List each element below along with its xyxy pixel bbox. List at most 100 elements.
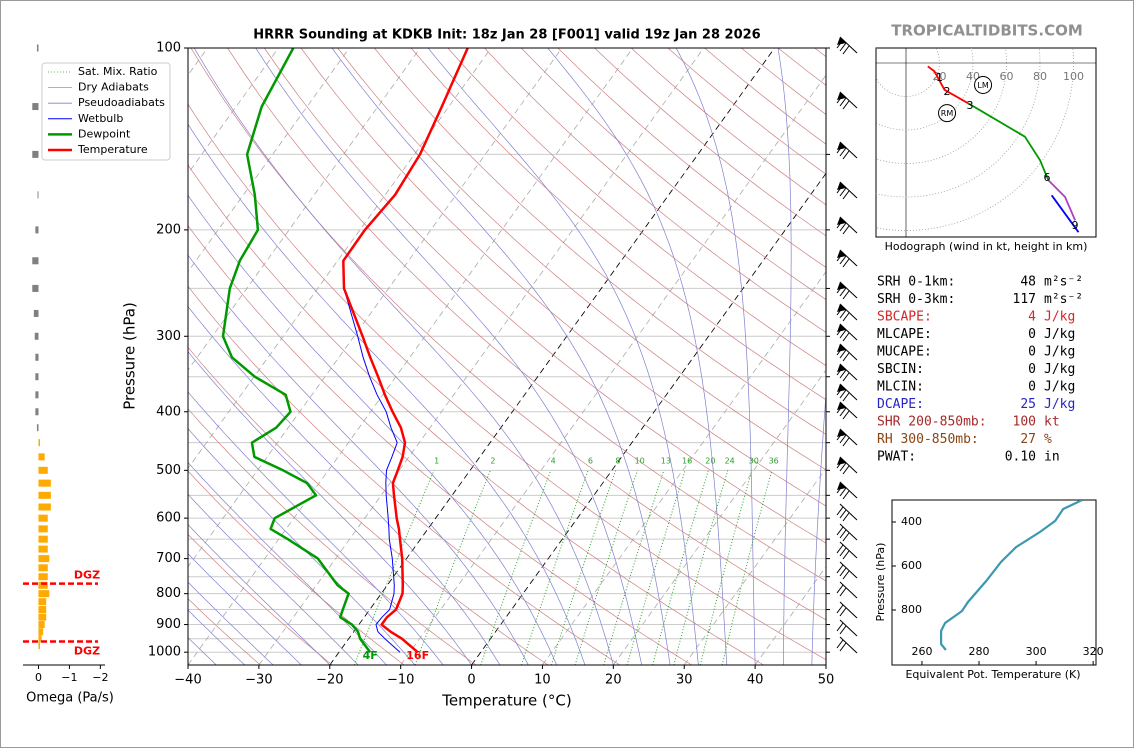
barb-feather (836, 366, 844, 376)
barb-staff (839, 541, 858, 559)
barb-feather (839, 434, 847, 444)
pseudoadiabat (188, 553, 302, 665)
stat-unit: J/kg (1044, 345, 1075, 360)
hodo-ring (876, 48, 940, 97)
stat-unit: % (1044, 432, 1052, 447)
y-tick-label: 400 (156, 404, 181, 419)
barb-feather (842, 258, 850, 268)
wind-barb (836, 503, 858, 522)
stat-label: MLCIN: (877, 380, 924, 395)
barb-feather (842, 290, 850, 300)
dry-adiabat (188, 285, 621, 665)
stat-value: 4 (1028, 310, 1036, 325)
barb-staff (839, 181, 858, 199)
barb-feather (839, 607, 847, 617)
barb-staff (839, 249, 858, 267)
barb-feather (839, 389, 847, 399)
omega-bar (35, 353, 39, 361)
mixing-ratio-line (626, 470, 686, 665)
barb-feather (839, 329, 847, 339)
y-tick-label: 800 (901, 603, 922, 616)
pseudoadiabat (427, 48, 699, 665)
stat-label: SRH 0-3km: (877, 292, 955, 307)
profile-line (343, 288, 401, 653)
stat-value: 0 (1028, 362, 1036, 377)
isotherm (188, 48, 563, 568)
isotherm (188, 48, 350, 273)
y-tick-label: 500 (156, 463, 181, 478)
barb-flag (837, 344, 846, 352)
omega-bar (38, 642, 41, 650)
y-tick-label: 800 (156, 586, 181, 601)
wind-barb (836, 619, 858, 637)
barb-flag (837, 250, 846, 258)
barb-feather (842, 150, 850, 160)
omega-axis-label: Omega (Pa/s) (26, 691, 114, 706)
stat-label: SBCAPE: (877, 310, 932, 325)
barb-feather (842, 570, 850, 580)
stat-label: SBCIN: (877, 362, 924, 377)
omega-bar (37, 191, 39, 199)
barb-feather (842, 225, 850, 235)
barb-feather (839, 369, 847, 379)
wind-barb (836, 141, 858, 160)
x-tick-label: −1 (61, 671, 77, 684)
x-tick-label: 20 (605, 673, 622, 688)
isotherm (400, 74, 826, 665)
dry-adiabat (264, 48, 826, 544)
hodo-ring (876, 48, 1041, 198)
height-label: 2 (944, 85, 951, 98)
barb-staff (839, 303, 858, 321)
x-tick-label: 320 (1083, 645, 1104, 658)
wind-barb (836, 428, 858, 447)
plot-frame (187, 47, 827, 666)
dry-adiabat (447, 48, 826, 367)
x-tick-label: 50 (818, 673, 835, 688)
omega-bar (38, 466, 48, 474)
height-label: 1 (936, 71, 943, 84)
barb-feather (839, 287, 847, 297)
omega-bar (38, 628, 44, 636)
pseudoadiabat (331, 48, 671, 665)
dry-adiabat (188, 103, 826, 661)
omega-bar (38, 555, 50, 563)
stat-label: MLCAPE: (877, 327, 932, 342)
barb-flag (837, 142, 846, 150)
barb-feather (836, 252, 844, 262)
barb-feather (836, 39, 844, 49)
storm-motion-marker (974, 75, 993, 94)
dry-adiabat (374, 48, 826, 435)
stat-unit: J/kg (1044, 310, 1075, 325)
barb-feather (839, 147, 847, 157)
pseudoadiabat (547, 48, 728, 665)
barb-feather (839, 222, 847, 232)
legend-label: Dry Adiabats (78, 81, 149, 94)
stat-value: 25 (1020, 397, 1036, 412)
dry-adiabat (188, 533, 333, 665)
pseudoadiabat (675, 48, 756, 665)
mixing-ratio-line (520, 470, 589, 665)
barb-feather (836, 459, 844, 469)
barb-flag (837, 182, 846, 190)
pseudoadiabat (777, 48, 792, 665)
omega-bar (38, 606, 47, 614)
barb-staff (839, 636, 858, 654)
x-tick-label: −20 (316, 673, 343, 688)
barb-feather (842, 550, 850, 560)
isotherm (188, 48, 634, 665)
mixing-ratio-line (353, 470, 435, 665)
stat-label: DCAPE: (877, 397, 924, 412)
mixing-ratio-label: 24 (725, 456, 735, 465)
mixing-ratio-label: 10 (635, 456, 645, 465)
omega-bar (32, 150, 39, 158)
barb-feather (836, 564, 844, 574)
barb-feather (842, 45, 850, 55)
surface-label: 16F (406, 649, 429, 662)
dry-adiabat (520, 48, 826, 300)
legend-label: Dewpoint (78, 127, 131, 140)
omega-bar (38, 503, 51, 511)
y-tick-label: 600 (156, 511, 181, 526)
barb-feather (842, 100, 850, 110)
barb-staff (839, 363, 858, 381)
y-tick-label: 1000 (148, 645, 181, 660)
